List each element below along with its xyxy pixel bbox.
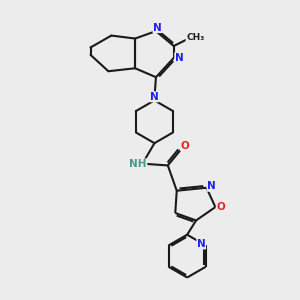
Text: N: N [175, 53, 184, 63]
Text: N: N [207, 181, 216, 191]
Text: O: O [216, 202, 225, 212]
Text: O: O [180, 140, 189, 151]
Text: CH₃: CH₃ [186, 33, 204, 42]
Text: N: N [197, 239, 206, 249]
Text: N: N [150, 92, 159, 102]
Text: N: N [153, 22, 162, 32]
Text: NH: NH [129, 159, 147, 169]
